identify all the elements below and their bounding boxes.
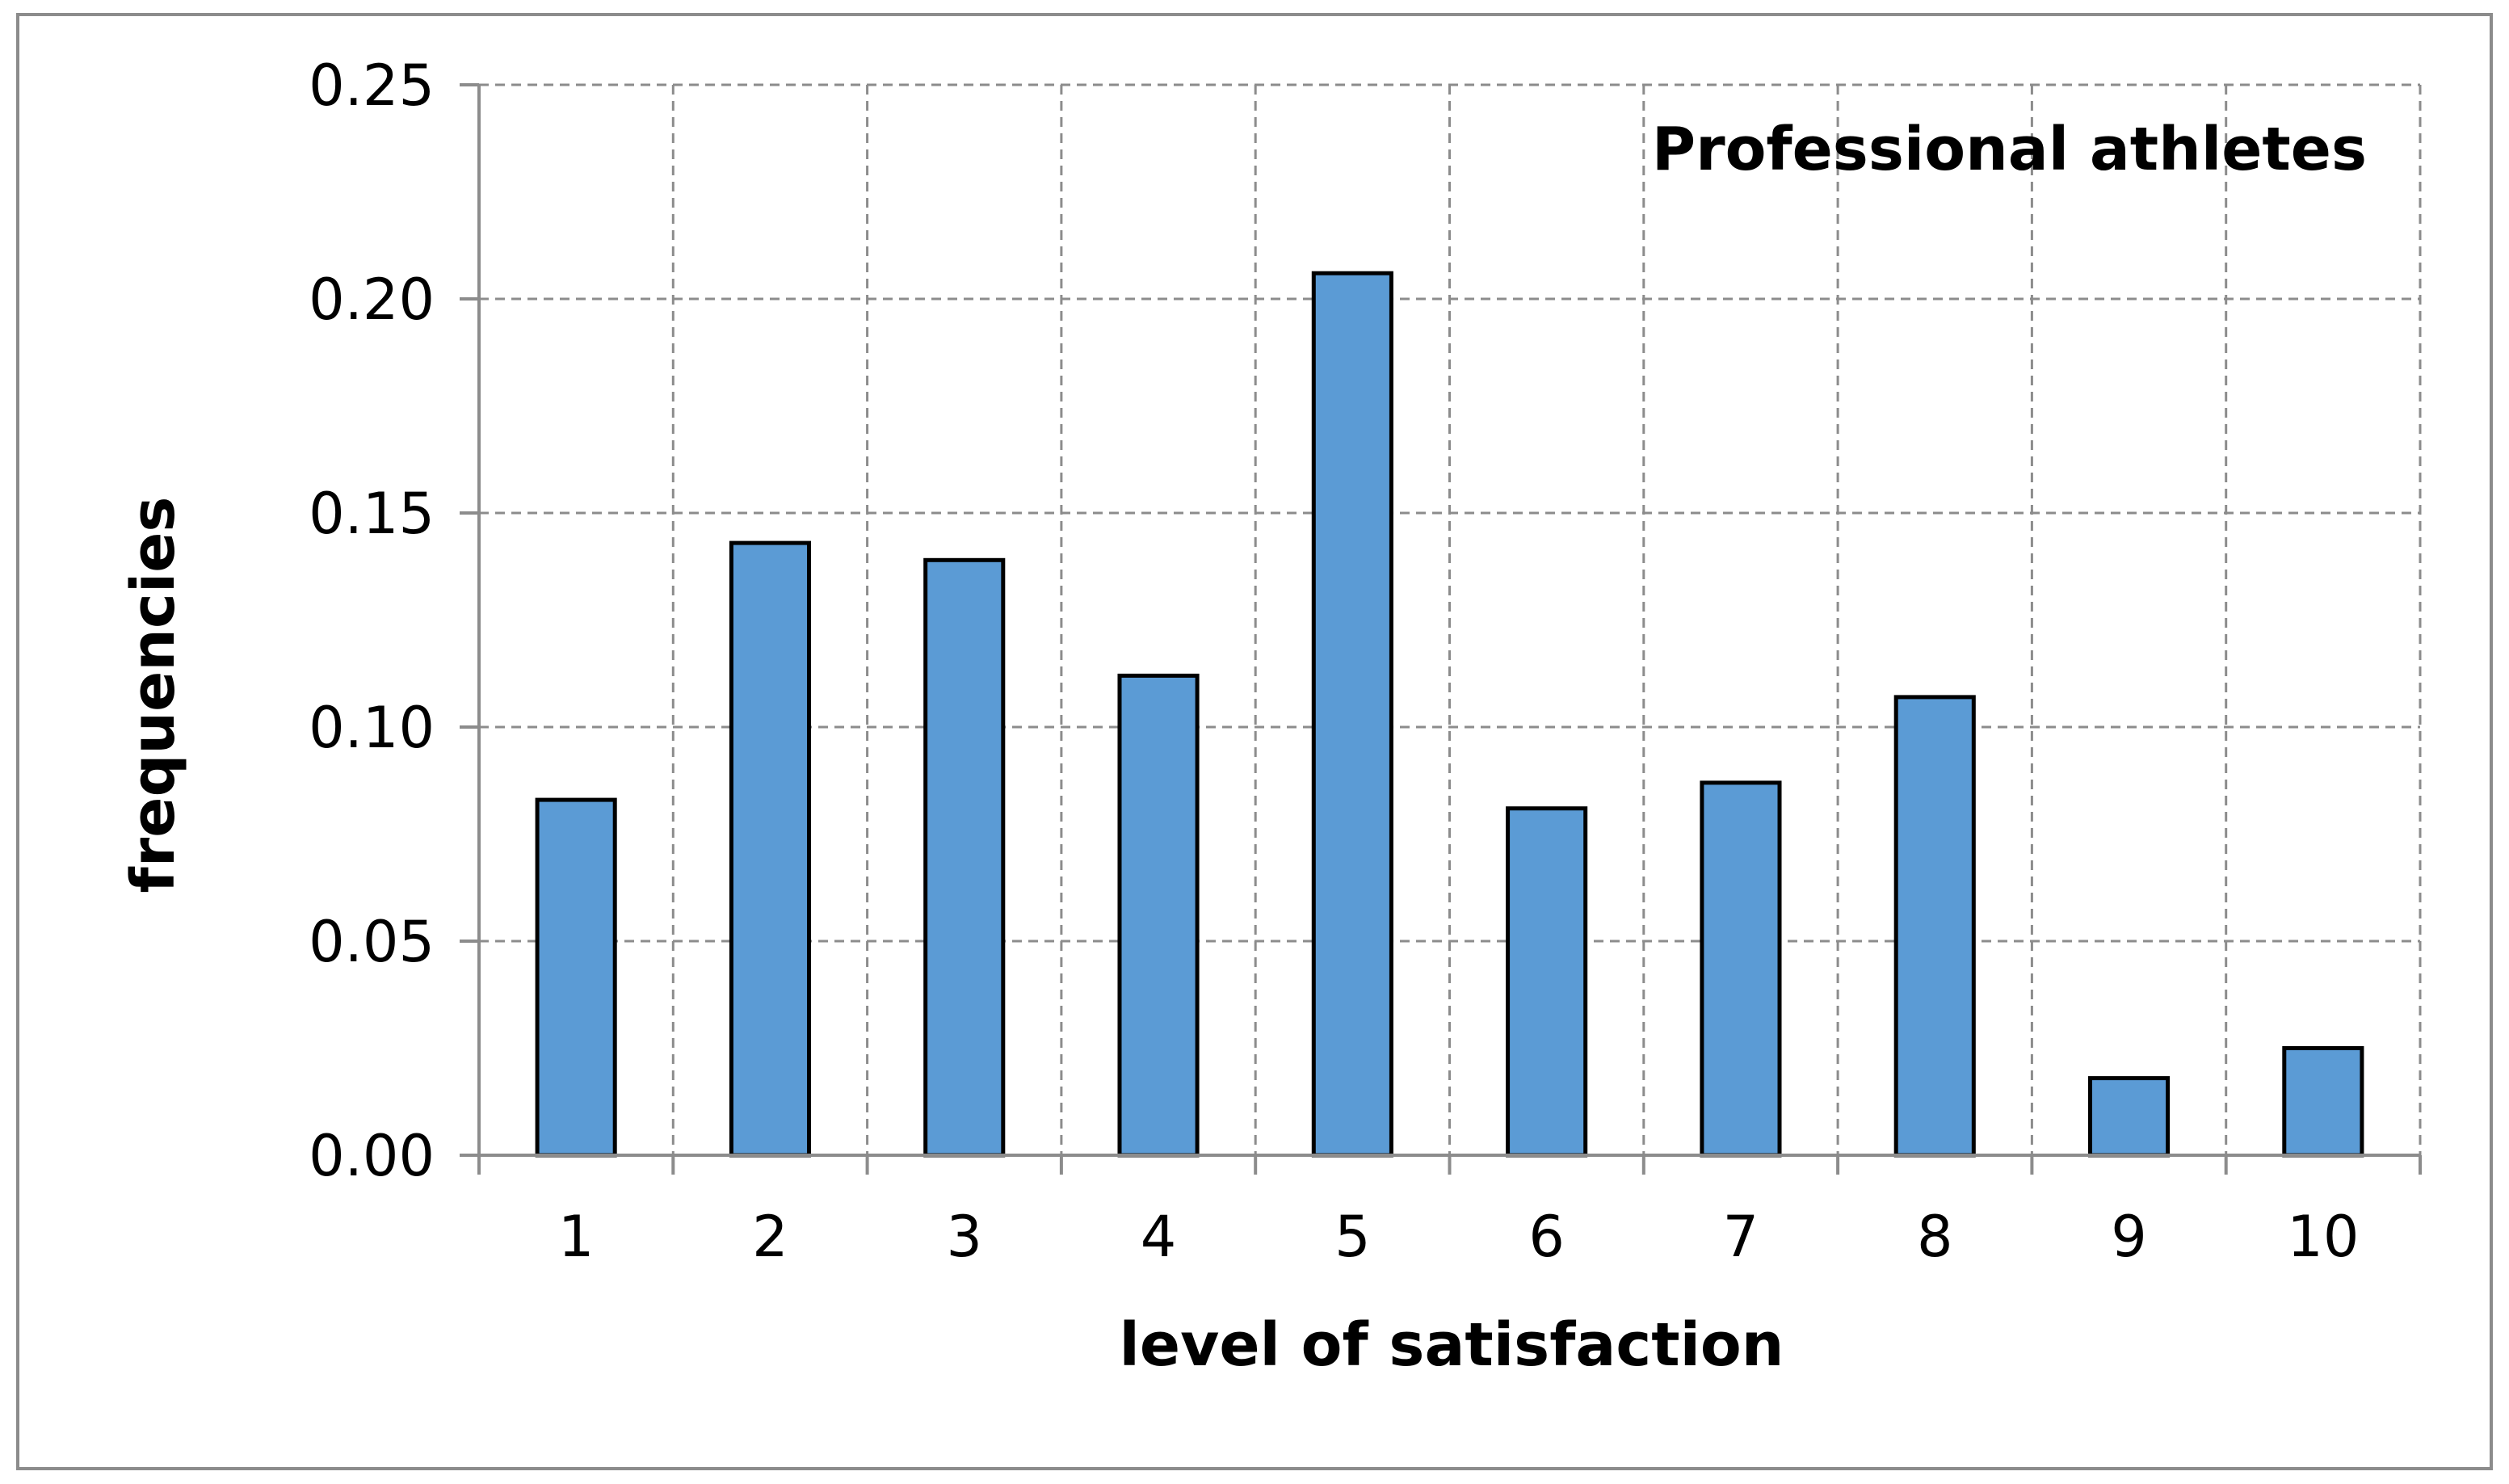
y-tick-label: 0.15	[309, 481, 435, 547]
bar-6	[1506, 806, 1588, 1158]
bar-3	[923, 557, 1006, 1158]
chart-title: Professional athletes	[1652, 115, 2367, 184]
y-axis-title: frequencies	[119, 497, 188, 893]
chart-frame	[16, 13, 2493, 1470]
x-tick-labels: 1 2 3 4 5 6 7 8 9 10	[558, 1204, 2360, 1270]
bars	[535, 271, 2364, 1158]
y-tick-label: 0.05	[309, 909, 435, 975]
x-tick-label: 3	[946, 1204, 982, 1270]
x-tick-label: 2	[752, 1204, 788, 1270]
bar-5	[1311, 271, 1393, 1158]
bar-8	[1893, 695, 1976, 1158]
bar-1	[535, 797, 617, 1158]
y-tick-labels: 0.00 0.05 0.10 0.15 0.20 0.25	[309, 53, 435, 1189]
bar-4	[1117, 673, 1200, 1158]
bar-7	[1700, 780, 1782, 1158]
x-tick-label: 4	[1141, 1204, 1177, 1270]
y-tick-label: 0.00	[309, 1123, 435, 1189]
y-tick-label: 0.20	[309, 267, 435, 333]
bar-2	[729, 540, 812, 1158]
x-tick-label: 9	[2111, 1204, 2147, 1270]
x-tick-label: 1	[558, 1204, 595, 1270]
x-axis-title: level of satisfaction	[1120, 1310, 1784, 1380]
bar-10	[2282, 1046, 2364, 1158]
bar-9	[2087, 1076, 2171, 1158]
x-tick-label: 5	[1334, 1204, 1371, 1270]
x-tick-label: 6	[1528, 1204, 1565, 1270]
x-tick-label: 10	[2287, 1204, 2359, 1270]
y-tick-label: 0.10	[309, 695, 435, 761]
x-tick-label: 8	[1917, 1204, 1953, 1270]
y-tick-label: 0.25	[309, 53, 435, 119]
x-tick-label: 7	[1723, 1204, 1759, 1270]
axes	[460, 83, 2422, 1175]
